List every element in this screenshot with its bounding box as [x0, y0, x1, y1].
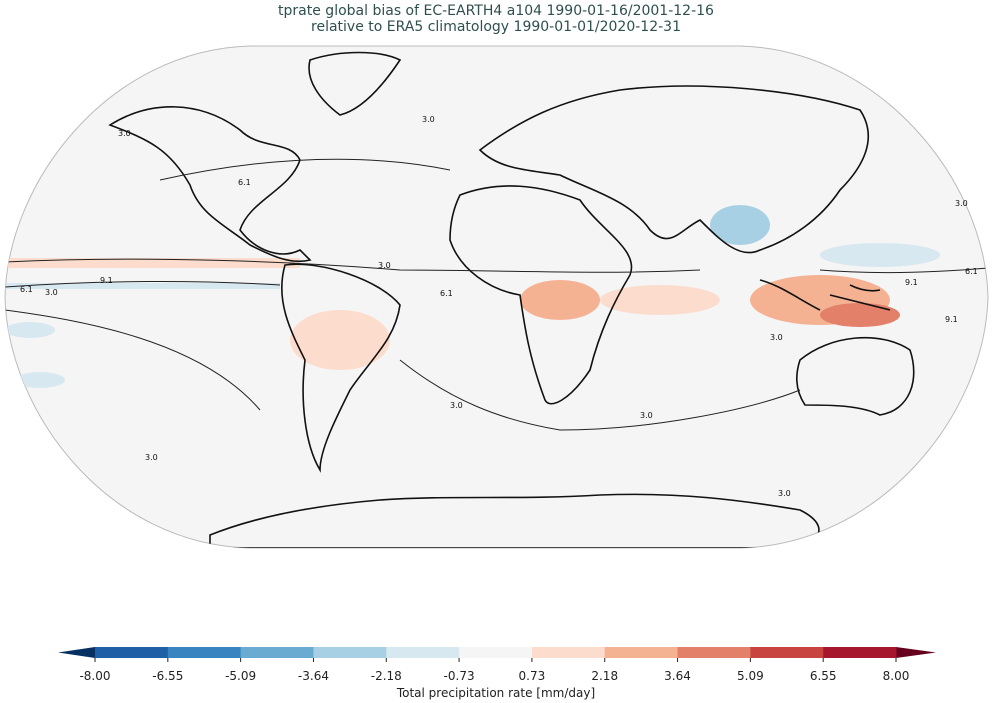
contour-label: 6.1 [20, 285, 33, 294]
colorbar-label: Total precipitation rate [mm/day] [396, 686, 596, 700]
north-america [108, 106, 312, 263]
colorbar-segment [604, 647, 679, 658]
figure-title-line1: tprate global bias of EC-EARTH4 a104 199… [278, 3, 714, 19]
contour-label: 3.0 [778, 489, 791, 498]
contour-label: 3.0 [378, 261, 391, 270]
maritime-continent [759, 279, 891, 311]
colorbar-tick-label: -3.64 [297, 669, 329, 683]
coastlines [108, 51, 915, 548]
contour-label: 6.1 [440, 289, 453, 298]
contour-label: 6.1 [238, 178, 251, 187]
antarctica [209, 493, 820, 548]
colorbar-tick-label: 5.09 [737, 669, 764, 683]
colorbar-tick-label: 3.64 [664, 669, 691, 683]
colorbar-tick-label: -6.55 [152, 669, 184, 683]
greenland [308, 51, 402, 116]
contour-label: 3.0 [955, 199, 968, 208]
contour-label: 9.1 [905, 278, 918, 287]
australia [795, 336, 915, 416]
colorbar-extend-high [896, 647, 936, 658]
contour-label: 3.0 [45, 288, 58, 297]
colorbar-tick-label: 6.55 [809, 669, 837, 683]
colorbar-segment [167, 647, 242, 658]
colorbar-tick-label: 8.00 [882, 669, 910, 683]
colorbar-tick-label: -5.09 [225, 669, 257, 683]
eurasia [478, 85, 870, 254]
colorbar-tick-label: 2.18 [591, 669, 619, 683]
contour-label: 3.0 [770, 333, 783, 342]
colorbar-tick-label: -2.18 [370, 669, 402, 683]
colorbar [58, 647, 936, 662]
contour-label: 6.1 [965, 267, 978, 276]
figure-title-line2: relative to ERA5 climatology 1990-01-01/… [311, 19, 681, 35]
contour-label: 9.1 [945, 315, 958, 324]
contour-label: 3.0 [422, 115, 435, 124]
contour-label: 9.1 [100, 276, 113, 285]
colorbar-tick-label: -0.73 [443, 669, 475, 683]
colorbar-segment [386, 647, 460, 658]
colorbar-segment [313, 647, 387, 658]
colorbar-segment [95, 647, 169, 658]
contour-label: 3.0 [640, 411, 653, 420]
colorbar-segment [240, 647, 314, 658]
colorbar-tick-label: -8.00 [79, 669, 111, 683]
colorbar-segment [459, 647, 533, 658]
colorbar-segment [750, 647, 824, 658]
africa [449, 185, 633, 405]
colorbar-tick-label: 0.73 [518, 669, 546, 683]
south-america [281, 263, 401, 473]
colorbar-segment [823, 647, 897, 658]
contour-labels: 3.0 3.0 6.1 9.1 6.1 3.0 3.0 3.0 3.0 3.0 … [20, 115, 978, 498]
contour-label: 3.0 [145, 453, 158, 462]
contour-lines [5, 158, 988, 431]
colorbar-extend-low [58, 647, 95, 658]
colorbar-segment [677, 647, 751, 658]
contour-label: 3.0 [118, 129, 131, 138]
colorbar-segment [531, 647, 606, 658]
contour-label: 3.0 [450, 401, 463, 410]
